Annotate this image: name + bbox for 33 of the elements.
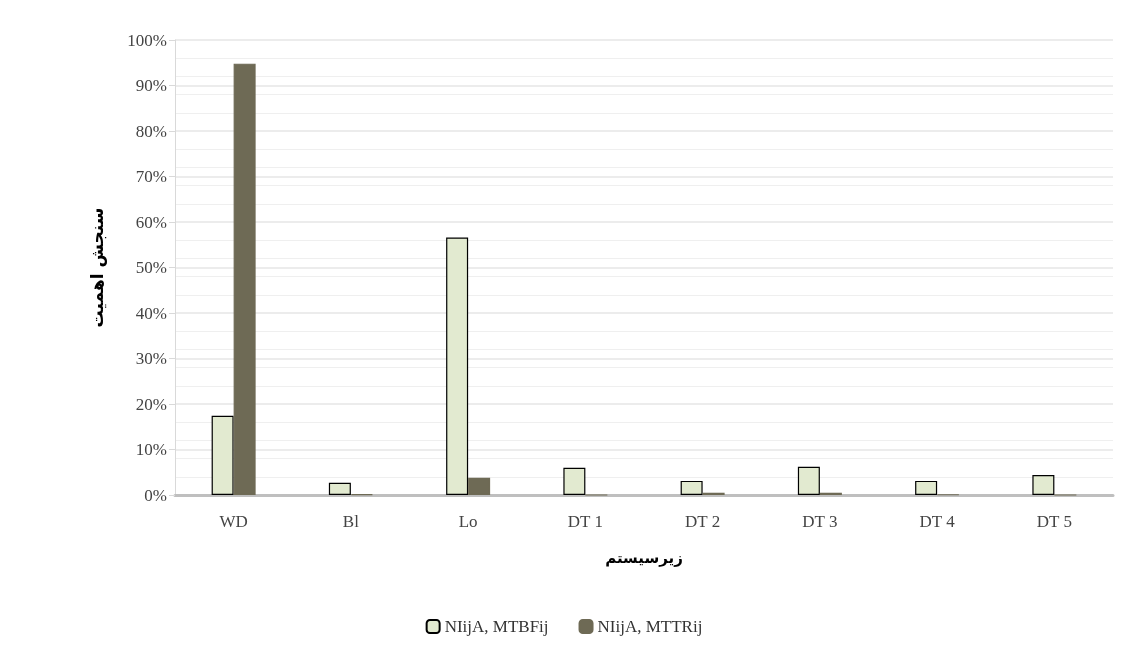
legend-label: NIijA, MTBFij xyxy=(444,617,549,636)
y-tick-label: 10% xyxy=(135,440,167,459)
legend-label: NIijA, MTTRij xyxy=(597,617,703,636)
y-tick-label: 20% xyxy=(135,394,167,414)
x-tick-label: WD xyxy=(219,512,248,531)
y-tick-label: 60% xyxy=(135,212,167,232)
bar xyxy=(446,237,469,495)
y-tick-label: 50% xyxy=(135,258,167,277)
x-tick-label: DT 2 xyxy=(685,512,721,531)
bar xyxy=(915,480,938,495)
x-tick-label: DT 5 xyxy=(1036,512,1072,531)
y-tick-label: 0% xyxy=(144,485,167,505)
bar xyxy=(211,415,234,495)
y-tick-label: 80% xyxy=(135,121,167,141)
y-tick-label: 70% xyxy=(135,167,167,186)
x-tick-label: Bl xyxy=(342,512,360,531)
x-tick-label: DT 1 xyxy=(567,512,603,531)
x-tick-label: DT 4 xyxy=(919,512,956,531)
bar xyxy=(563,467,586,495)
bar xyxy=(233,63,256,495)
bar xyxy=(797,466,820,495)
bar xyxy=(468,477,491,495)
y-tick-label: 90% xyxy=(135,76,167,95)
y-tick-label: 30% xyxy=(135,349,167,368)
y-tick-label: 100% xyxy=(127,30,167,50)
x-tick-label: Lo xyxy=(458,512,478,531)
x-tick-label: DT 3 xyxy=(802,512,838,531)
bar xyxy=(328,482,351,495)
y-axis-title: سنجش اهمیت xyxy=(86,207,107,328)
bar xyxy=(680,480,703,495)
y-tick-label: 40% xyxy=(135,303,167,323)
bar xyxy=(1032,474,1055,495)
x-axis-title: زیرسیستم xyxy=(605,548,683,567)
